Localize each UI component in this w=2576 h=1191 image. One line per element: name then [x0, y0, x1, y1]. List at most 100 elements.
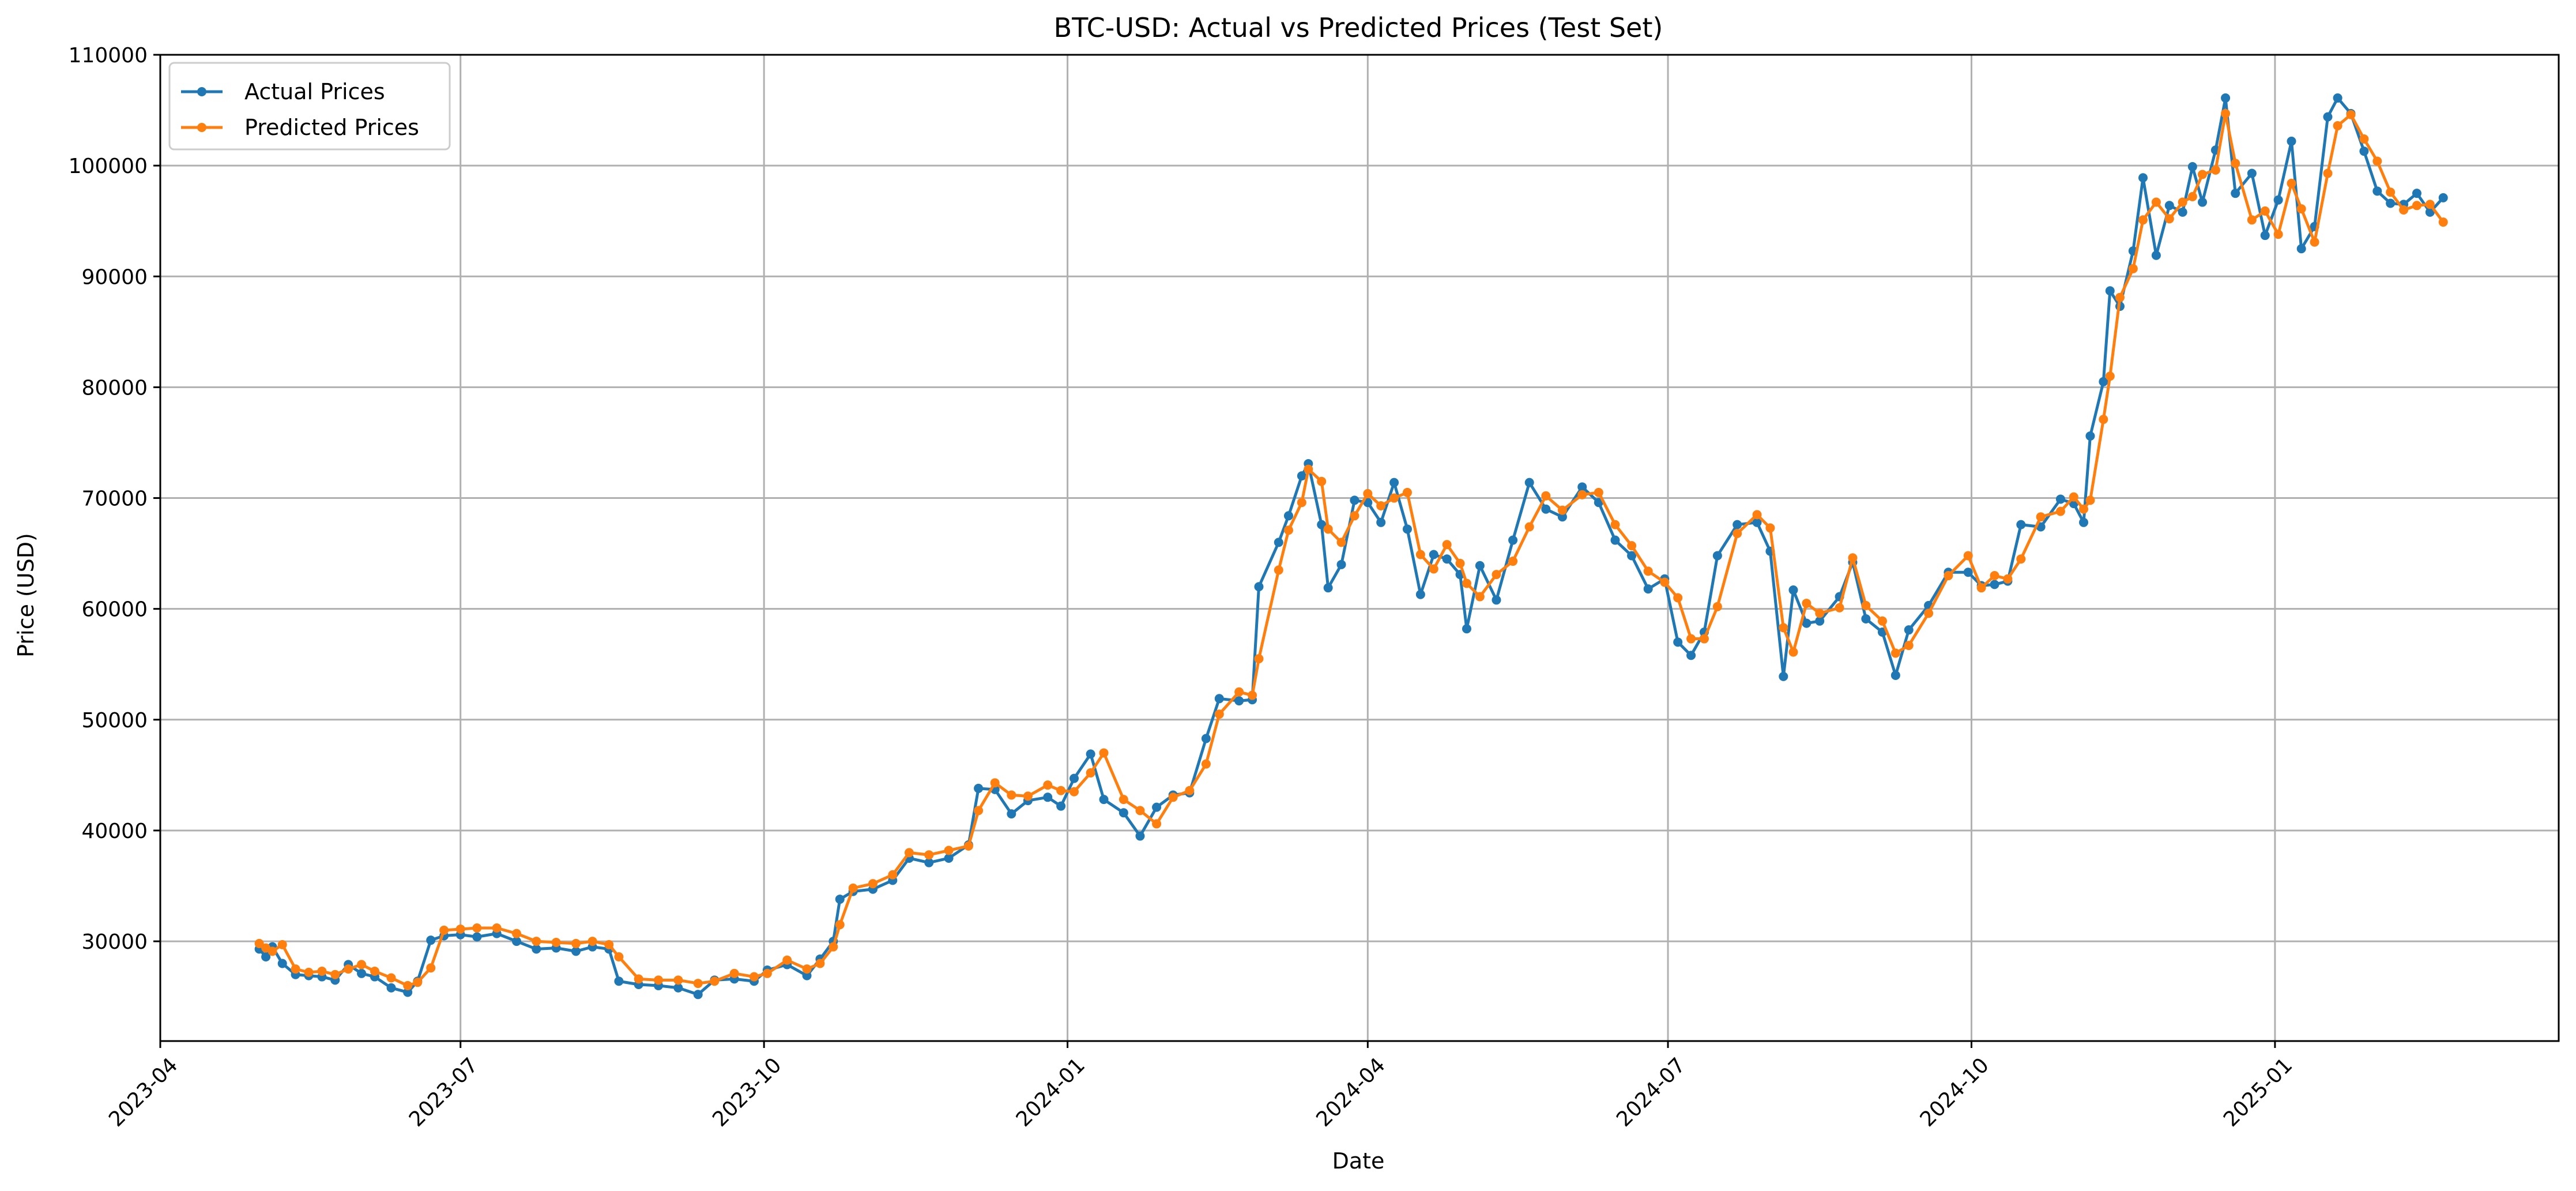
- data-point: [835, 920, 845, 930]
- chart-title: BTC-USD: Actual vs Predicted Prices (Tes…: [1054, 12, 1663, 43]
- data-point: [1610, 520, 1620, 529]
- data-point: [1152, 802, 1162, 812]
- data-point: [1152, 819, 1162, 829]
- data-point: [403, 987, 413, 997]
- data-point: [1234, 687, 1244, 697]
- data-point: [710, 976, 720, 986]
- data-point: [1402, 487, 1412, 497]
- data-point: [802, 971, 812, 980]
- data-point: [1643, 584, 1653, 594]
- data-point: [1376, 501, 1386, 510]
- data-point: [277, 940, 287, 949]
- data-point: [1765, 523, 1775, 533]
- data-point: [835, 895, 845, 904]
- data-point: [2016, 554, 2026, 564]
- data-point: [2231, 189, 2240, 198]
- data-point: [604, 940, 614, 949]
- data-point: [1069, 773, 1079, 783]
- data-point: [1802, 599, 1812, 608]
- data-point: [1508, 557, 1518, 566]
- data-point: [587, 937, 597, 946]
- data-point: [782, 955, 792, 965]
- data-point: [802, 964, 812, 974]
- data-point: [729, 968, 739, 978]
- data-point: [1442, 554, 1452, 564]
- data-point: [2115, 292, 2125, 302]
- y-tick-label: 80000: [81, 376, 148, 400]
- data-point: [614, 952, 624, 961]
- data-point: [492, 923, 502, 933]
- data-point: [2287, 178, 2296, 188]
- data-point: [1069, 787, 1079, 796]
- data-point: [1557, 505, 1567, 515]
- y-axis-label: Price (USD): [13, 533, 39, 658]
- data-point: [386, 973, 396, 983]
- data-point: [1699, 634, 1709, 644]
- data-point: [1976, 583, 1986, 593]
- data-point: [330, 970, 340, 979]
- data-point: [2178, 207, 2187, 217]
- data-point: [2296, 204, 2306, 214]
- data-point: [2138, 173, 2148, 183]
- data-point: [511, 937, 521, 946]
- data-point: [1254, 654, 1264, 664]
- data-point: [1274, 565, 1283, 575]
- data-point: [2151, 197, 2161, 207]
- data-point: [1168, 792, 1178, 802]
- data-point: [1201, 759, 1211, 769]
- data-point: [1577, 482, 1587, 492]
- data-point: [1201, 734, 1211, 743]
- data-point: [2198, 197, 2208, 207]
- data-point: [1317, 520, 1327, 529]
- data-point: [2079, 517, 2089, 527]
- data-point: [1099, 748, 1109, 758]
- data-point: [1297, 498, 1306, 508]
- data-point: [868, 879, 878, 889]
- data-point: [1185, 786, 1195, 795]
- legend-box: [168, 62, 451, 151]
- data-point: [2425, 200, 2435, 209]
- data-point: [571, 938, 581, 948]
- data-point: [2372, 156, 2382, 166]
- data-point: [2105, 371, 2115, 381]
- data-point: [357, 968, 367, 978]
- x-axis-label: Date: [1332, 1148, 1385, 1174]
- data-point: [924, 858, 934, 867]
- data-point: [2016, 520, 2026, 529]
- data-point: [1577, 490, 1587, 499]
- data-point: [1118, 808, 1128, 818]
- data-point: [2273, 230, 2283, 239]
- data-point: [1475, 561, 1485, 570]
- data-point: [2138, 215, 2148, 225]
- data-point: [974, 806, 984, 816]
- data-point: [1752, 517, 1762, 527]
- data-point: [904, 848, 914, 858]
- data-point: [1086, 749, 1095, 759]
- data-point: [1673, 637, 1683, 647]
- data-point: [1835, 603, 1844, 613]
- data-point: [2359, 146, 2369, 156]
- data-point: [532, 944, 541, 954]
- data-point: [1904, 625, 1914, 635]
- series-line: [258, 112, 2445, 987]
- data-point: [551, 938, 561, 947]
- data-point: [2386, 187, 2396, 197]
- data-point: [1086, 768, 1095, 778]
- data-point: [1944, 571, 1953, 581]
- data-point: [2105, 286, 2115, 296]
- data-point: [472, 923, 482, 933]
- data-point: [1442, 540, 1452, 550]
- data-point: [2323, 168, 2333, 178]
- data-point: [2386, 198, 2396, 208]
- data-point: [673, 975, 683, 985]
- data-point: [1610, 535, 1620, 545]
- data-point: [1323, 524, 1333, 534]
- data-point: [2438, 193, 2448, 202]
- data-point: [1389, 478, 1399, 487]
- legend: Actual Prices Predicted Prices: [168, 62, 451, 151]
- data-point: [532, 937, 541, 946]
- data-point: [317, 966, 327, 976]
- data-point: [1429, 550, 1438, 559]
- data-point: [634, 974, 643, 984]
